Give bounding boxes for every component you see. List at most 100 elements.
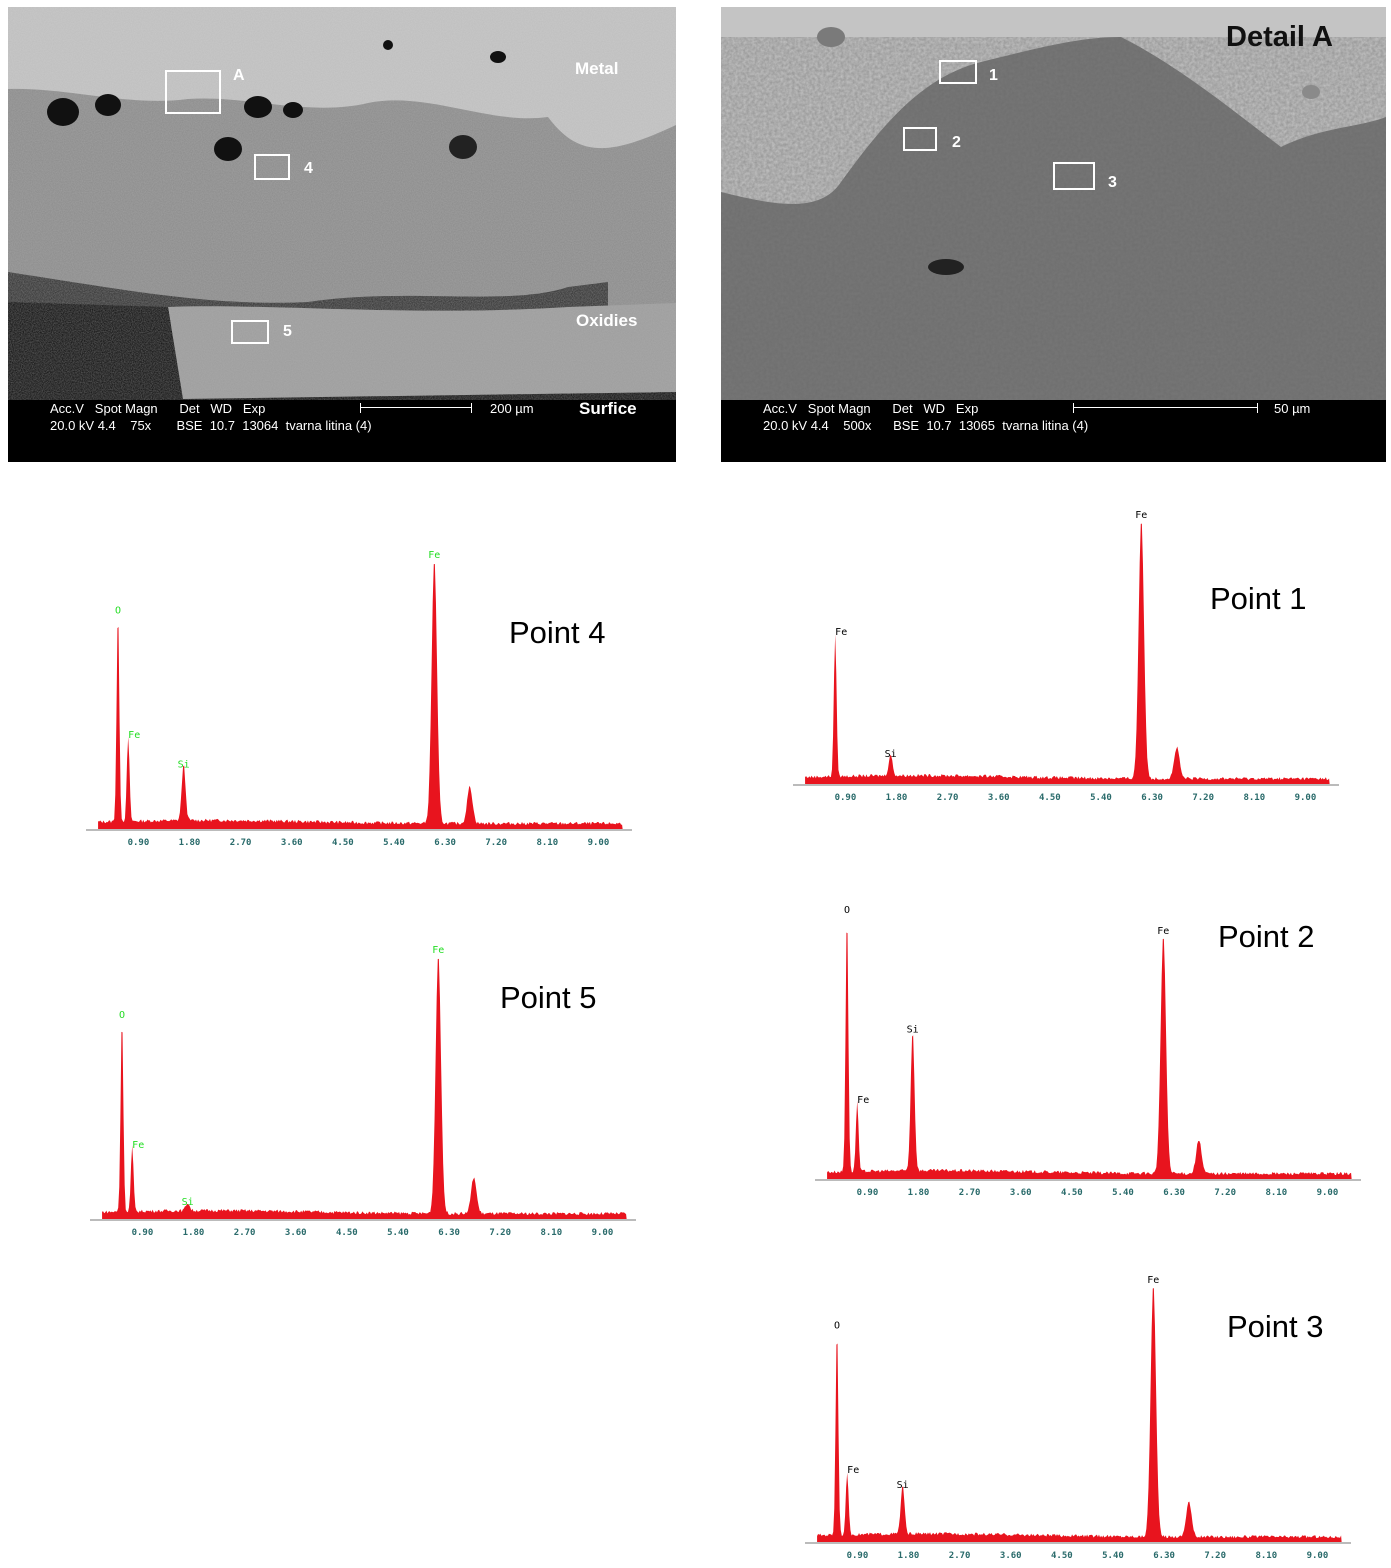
peak-label: Si [885,749,897,760]
sem-databar-overview: Acc.V Spot Magn Det WD Exp 20.0 kV 4.4 7… [8,399,676,462]
eds-spectrum-point-4: 0.90 1.80 2.70 3.60 4.50 5.40 6.30 7.20 8.10 9.00… [86,550,632,848]
x-tick-label: 0.90 [132,1228,154,1238]
roi-box-5 [231,320,269,344]
peak-label: Fe [847,1465,859,1476]
roi-label-1: 1 [989,67,998,84]
x-tick-label: 6.30 [1163,1188,1185,1198]
label-surfice: Surfice [579,399,637,418]
peak-label: Si [182,1197,194,1208]
x-tick-label: 0.90 [857,1188,879,1198]
x-tick-label: 1.80 [179,838,201,848]
roi-box-a [165,70,221,114]
x-tick-label: 3.60 [1010,1188,1032,1198]
eds-spectrum-point-3: 0.90 1.80 2.70 3.60 4.50 5.40 6.30 7.20 8.10 9.00… [805,1275,1351,1561]
x-tick-label: 1.80 [908,1188,930,1198]
peak-label: Fe [1135,510,1147,521]
x-tick-label: 9.00 [1307,1551,1329,1561]
sem-databar-detail: Acc.V Spot Magn Det WD Exp 20.0 kV 4.4 5… [721,400,1386,462]
peak-label: Fe [1157,926,1169,937]
peak-label: Si [178,759,190,770]
databar-header: Acc.V Spot Magn Det WD Exp [763,401,979,416]
peak-label: O [844,905,850,916]
x-tick-label: 5.40 [387,1228,409,1238]
peak-label: O [115,606,121,617]
x-tick-label: 2.70 [234,1228,256,1238]
x-tick-label: 7.20 [1204,1551,1226,1561]
spectrum-trace [805,523,1330,784]
x-tick-label: 4.50 [1039,793,1061,803]
roi-box-2 [903,127,937,151]
peak-label: Fe [1147,1275,1159,1286]
roi-label-5: 5 [283,323,292,340]
roi-box-4 [254,154,290,180]
x-tick-label: 3.60 [1000,1551,1022,1561]
spectrum-title-point-3: Point 3 [1227,1309,1324,1344]
x-tick-label: 7.20 [1192,793,1214,803]
peak-label: Fe [857,1095,869,1106]
x-tick-label: 1.80 [898,1551,920,1561]
peak-label: Fe [835,627,847,638]
x-tick-label: 2.70 [959,1188,981,1198]
eds-spectrum-point-1: 0.90 1.80 2.70 3.60 4.50 5.40 6.30 7.20 8.10 9.00… [793,510,1339,803]
x-tick-label: 6.30 [1141,793,1163,803]
scale-bar [360,403,472,413]
eds-spectrum-point-2: 0.90 1.80 2.70 3.60 4.50 5.40 6.30 7.20 8.10 9.00… [815,905,1361,1198]
x-tick-label: 9.00 [1317,1188,1339,1198]
x-tick-label: 2.70 [949,1551,971,1561]
peak-label: Si [897,1480,909,1491]
roi-label-2: 2 [952,134,961,151]
scale-bar [1073,403,1258,413]
x-tick-label: 8.10 [540,1228,562,1238]
x-tick-label: 1.80 [183,1228,205,1238]
peak-label: Fe [428,550,440,561]
scale-bar-label: 200 µm [490,401,534,416]
sem-overview-texture [8,7,676,462]
roi-label-4: 4 [304,160,313,177]
x-tick-label: 9.00 [588,838,610,848]
x-tick-label: 6.30 [1153,1551,1175,1561]
scale-bar-label: 50 µm [1274,401,1311,416]
x-tick-label: 0.90 [847,1551,869,1561]
spectrum-title-point-5: Point 5 [500,980,597,1015]
x-tick-label: 7.20 [485,838,507,848]
x-tick-label: 0.90 [835,793,857,803]
x-tick-label: 7.20 [1214,1188,1236,1198]
peak-label: Fe [432,945,444,956]
roi-label-3: 3 [1108,174,1117,191]
sem-image-detail-a: Detail A 1 2 3 Acc.V Spot Magn Det WD Ex… [721,7,1386,462]
x-tick-label: 8.10 [536,838,558,848]
spectrum-trace [827,932,1352,1179]
x-tick-label: 5.40 [1102,1551,1124,1561]
roi-box-1 [939,60,977,84]
x-tick-label: 8.10 [1255,1551,1277,1561]
x-tick-label: 5.40 [1090,793,1112,803]
detail-a-title: Detail A [1226,21,1333,53]
spectrum-title-point-1: Point 1 [1210,581,1307,616]
x-tick-label: 6.30 [438,1228,460,1238]
spectrum-title-point-4: Point 4 [509,615,606,650]
x-tick-label: 8.10 [1243,793,1265,803]
databar-header: Acc.V Spot Magn Det WD Exp [50,401,266,416]
x-tick-label: 2.70 [230,838,252,848]
x-tick-label: 4.50 [1051,1551,1073,1561]
x-tick-label: 6.30 [434,838,456,848]
databar-values: 20.0 kV 4.4 75x BSE 10.7 13064 tvarna li… [50,418,372,433]
roi-box-3 [1053,162,1095,190]
x-tick-label: 4.50 [332,838,354,848]
sem-detail-texture [721,7,1386,462]
x-tick-label: 3.60 [281,838,303,848]
x-tick-label: 0.90 [128,838,150,848]
x-tick-label: 5.40 [1112,1188,1134,1198]
x-tick-label: 2.70 [937,793,959,803]
eds-spectrum-point-5: 0.90 1.80 2.70 3.60 4.50 5.40 6.30 7.20 8.10 9.00… [90,945,636,1238]
label-metal: Metal [575,59,619,78]
peak-label: Fe [128,730,140,741]
peak-label: Fe [132,1140,144,1151]
peak-label: Si [907,1025,919,1036]
x-tick-label: 8.10 [1265,1188,1287,1198]
spectrum-title-point-2: Point 2 [1218,919,1315,954]
databar-values: 20.0 kV 4.4 500x BSE 10.7 13065 tvarna l… [763,418,1089,433]
x-tick-label: 7.20 [489,1228,511,1238]
x-tick-label: 9.00 [592,1228,614,1238]
x-tick-label: 1.80 [886,793,908,803]
